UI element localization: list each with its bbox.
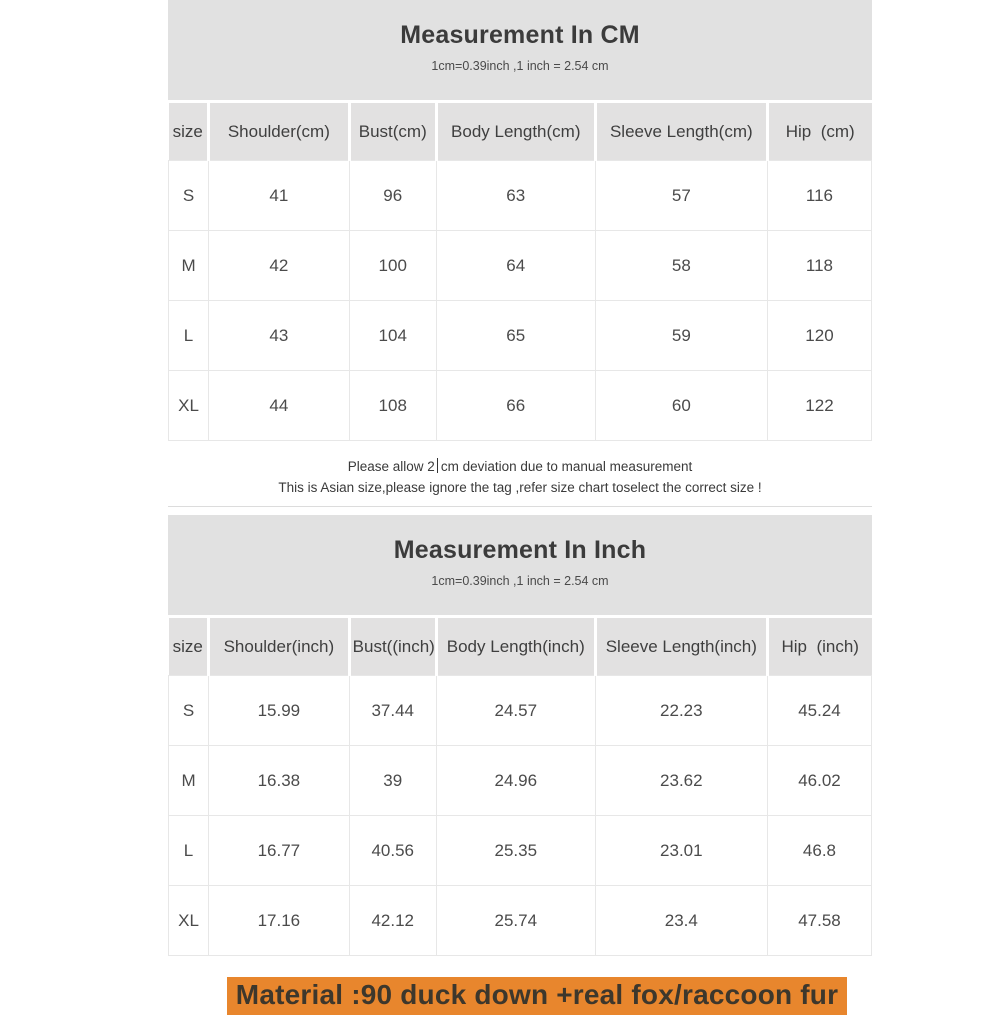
cell-shoulder: 16.38 (208, 745, 350, 816)
inch-conversion-note: 1cm=0.39inch ,1 inch = 2.54 cm (431, 574, 609, 588)
cell-hip: 46.8 (766, 815, 873, 886)
cell-sleeve-length: 57 (594, 160, 768, 231)
cell-hip: 120 (766, 300, 873, 371)
cell-size: S (167, 160, 210, 231)
cell-size: L (167, 815, 210, 886)
cell-sleeve-length: 59 (594, 300, 768, 371)
asian-size-note: This is Asian size,please ignore the tag… (278, 480, 762, 495)
cell-body-length: 66 (435, 370, 596, 441)
cell-sleeve-length: 23.4 (594, 885, 768, 956)
table-row-l: L 43 104 65 59 120 (167, 300, 873, 371)
col-header-body-length: Body Length(cm) (434, 103, 596, 161)
deviation-note-before-cursor: Please allow 2 (347, 459, 435, 474)
cell-size: L (167, 300, 210, 371)
col-header-hip: Hip (cm) (765, 103, 872, 161)
cell-size: XL (167, 370, 210, 441)
col-header-sleeve-length: Sleeve Length(cm) (593, 103, 768, 161)
cell-size: XL (167, 885, 210, 956)
cell-bust: 108 (348, 370, 437, 441)
cell-shoulder: 15.99 (208, 675, 350, 746)
col-header-bust: Bust(cm) (347, 103, 437, 161)
text-cursor (436, 458, 438, 473)
cell-body-length: 24.57 (435, 675, 596, 746)
cell-shoulder: 42 (208, 230, 350, 301)
table-row-s: S 41 96 63 57 116 (167, 160, 873, 231)
cell-bust: 37.44 (348, 675, 437, 746)
table-row-xl: XL 44 108 66 60 122 (167, 370, 873, 441)
cm-section: Measurement In CM 1cm=0.39inch ,1 inch =… (167, 0, 873, 441)
cm-section-title: Measurement In CM (400, 21, 640, 49)
cell-sleeve-length: 23.62 (594, 745, 768, 816)
table-row-m: M 16.38 39 24.96 23.62 46.02 (167, 745, 873, 816)
size-chart-content: Measurement In CM 1cm=0.39inch ,1 inch =… (167, 0, 873, 1015)
cell-shoulder: 44 (208, 370, 350, 441)
cell-sleeve-length: 58 (594, 230, 768, 301)
col-header-body-length: Body Length(inch) (434, 618, 596, 676)
inch-title-band: Measurement In Inch 1cm=0.39inch ,1 inch… (168, 515, 872, 615)
cell-bust: 42.12 (348, 885, 437, 956)
cell-shoulder: 43 (208, 300, 350, 371)
cell-body-length: 64 (435, 230, 596, 301)
cell-hip: 122 (766, 370, 873, 441)
inch-table-header-row: size Shoulder(inch) Bust((inch) Body Len… (168, 618, 872, 676)
cell-size: M (167, 230, 210, 301)
table-row-s: S 15.99 37.44 24.57 22.23 45.24 (167, 675, 873, 746)
col-header-hip: Hip (inch) (765, 618, 872, 676)
col-header-shoulder: Shoulder(inch) (207, 618, 350, 676)
cm-conversion-note: 1cm=0.39inch ,1 inch = 2.54 cm (431, 59, 609, 73)
cm-title-band: Measurement In CM 1cm=0.39inch ,1 inch =… (168, 0, 872, 100)
cell-shoulder: 16.77 (208, 815, 350, 886)
inch-size-table: size Shoulder(inch) Bust((inch) Body Len… (167, 618, 873, 956)
cell-body-length: 24.96 (435, 745, 596, 816)
cell-size: M (167, 745, 210, 816)
measurement-notes: Please allow 2 cm deviation due to manual… (168, 441, 872, 507)
cell-hip: 118 (766, 230, 873, 301)
table-row-l: L 16.77 40.56 25.35 23.01 46.8 (167, 815, 873, 886)
cm-size-table: size Shoulder(cm) Bust(cm) Body Length(c… (167, 103, 873, 441)
cell-bust: 39 (348, 745, 437, 816)
cell-hip: 116 (766, 160, 873, 231)
cell-shoulder: 41 (208, 160, 350, 231)
cell-size: S (167, 675, 210, 746)
cell-body-length: 63 (435, 160, 596, 231)
cell-bust: 40.56 (348, 815, 437, 886)
cell-body-length: 25.35 (435, 815, 596, 886)
cell-hip: 47.58 (766, 885, 873, 956)
cell-bust: 100 (348, 230, 437, 301)
cell-body-length: 25.74 (435, 885, 596, 956)
col-header-size: size (168, 618, 209, 676)
section-gap (168, 507, 872, 515)
cell-sleeve-length: 60 (594, 370, 768, 441)
col-header-size: size (168, 103, 209, 161)
inch-section-title: Measurement In Inch (393, 536, 647, 564)
cell-hip: 46.02 (766, 745, 873, 816)
col-header-sleeve-length: Sleeve Length(inch) (593, 618, 768, 676)
cell-bust: 96 (348, 160, 437, 231)
cell-sleeve-length: 22.23 (594, 675, 768, 746)
cell-body-length: 65 (435, 300, 596, 371)
cell-shoulder: 17.16 (208, 885, 350, 956)
cell-sleeve-length: 23.01 (594, 815, 768, 886)
deviation-note-after-cursor: cm deviation due to manual measurement (440, 459, 693, 474)
cell-bust: 104 (348, 300, 437, 371)
deviation-note: Please allow 2 cm deviation due to manual… (168, 456, 872, 477)
table-row-xl: XL 17.16 42.12 25.74 23.4 47.58 (167, 885, 873, 956)
cm-table-header-row: size Shoulder(cm) Bust(cm) Body Length(c… (168, 103, 872, 161)
inch-section: Measurement In Inch 1cm=0.39inch ,1 inch… (167, 515, 873, 956)
col-header-shoulder: Shoulder(cm) (207, 103, 350, 161)
col-header-bust: Bust((inch) (347, 618, 437, 676)
table-row-m: M 42 100 64 58 118 (167, 230, 873, 301)
cell-hip: 45.24 (766, 675, 873, 746)
material-text: Material :90 duck down +real fox/raccoon… (226, 977, 848, 1015)
material-row: Material :90 duck down +real fox/raccoon… (168, 977, 872, 1015)
